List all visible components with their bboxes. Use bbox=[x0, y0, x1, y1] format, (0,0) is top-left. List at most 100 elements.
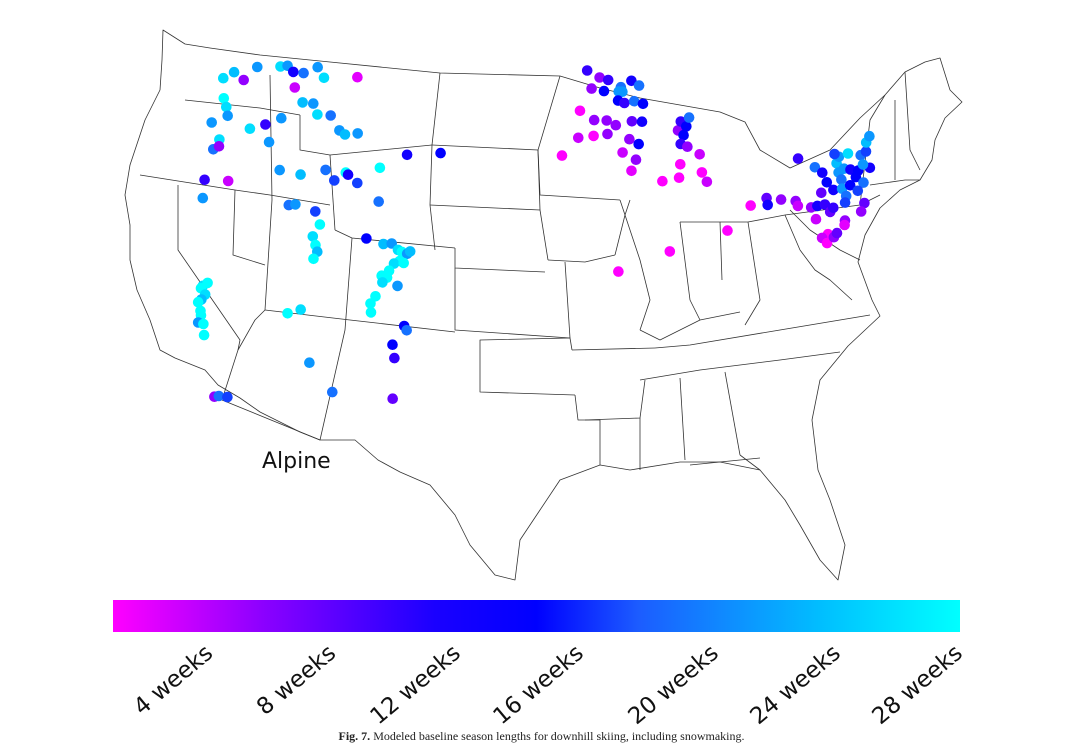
resort-dot bbox=[401, 325, 413, 336]
resort-dot bbox=[339, 129, 351, 140]
resort-dot bbox=[722, 225, 733, 236]
resort-dot bbox=[377, 277, 388, 288]
resort-dot bbox=[365, 298, 376, 309]
resort-dot bbox=[678, 129, 689, 141]
resort-dot bbox=[673, 172, 685, 183]
resort-dot bbox=[819, 199, 831, 210]
resort-dot bbox=[307, 231, 319, 242]
resort-dot bbox=[610, 119, 622, 131]
resort-dot bbox=[855, 206, 867, 217]
resort-dot bbox=[329, 175, 340, 186]
resort-dot bbox=[289, 82, 301, 93]
resort-dot bbox=[828, 184, 839, 196]
resort-dot bbox=[251, 61, 263, 73]
resort-dot bbox=[852, 185, 864, 197]
resort-dot bbox=[308, 253, 319, 265]
resort-dot bbox=[675, 159, 686, 170]
resort-dot bbox=[845, 164, 856, 175]
resort-dot bbox=[304, 357, 315, 369]
resort-dot bbox=[628, 95, 640, 107]
resort-dot bbox=[387, 339, 398, 351]
resort-dot bbox=[619, 97, 630, 109]
resort-dot bbox=[199, 174, 210, 186]
us-states-outline bbox=[124, 29, 963, 581]
resort-dot bbox=[821, 177, 833, 188]
resort-dot bbox=[762, 199, 773, 211]
resort-dot bbox=[320, 164, 331, 176]
resort-dot bbox=[864, 130, 875, 142]
resort-dot bbox=[206, 117, 217, 128]
resort-dot bbox=[314, 219, 326, 230]
resort-dot bbox=[860, 146, 872, 157]
resort-dot bbox=[401, 149, 413, 161]
resort-dot bbox=[792, 153, 804, 164]
resort-dot bbox=[238, 74, 249, 86]
resort-dot bbox=[573, 132, 584, 144]
resort-dot bbox=[694, 149, 705, 160]
resort-dot bbox=[745, 200, 756, 211]
resort-dot bbox=[657, 175, 668, 187]
resort-dot bbox=[352, 71, 363, 83]
resort-dot bbox=[392, 280, 403, 292]
resort-dot bbox=[282, 308, 293, 319]
resort-dot bbox=[696, 167, 708, 178]
resort-dot bbox=[435, 147, 446, 159]
resort-dot bbox=[342, 169, 354, 180]
resort-dot bbox=[260, 119, 271, 130]
map-label: Alpine bbox=[262, 449, 331, 474]
resort-dot bbox=[637, 98, 649, 110]
resort-dot bbox=[298, 67, 309, 79]
resort-dot bbox=[198, 329, 210, 341]
resort-dot bbox=[213, 141, 225, 152]
resort-dot bbox=[633, 138, 644, 150]
resort-dot bbox=[221, 101, 232, 113]
resort-dot bbox=[683, 112, 695, 123]
resort-dot bbox=[327, 386, 338, 398]
resort-dot bbox=[218, 93, 230, 104]
resort-dot bbox=[198, 318, 209, 330]
resort-dot bbox=[613, 266, 624, 277]
resort-dot bbox=[365, 307, 377, 318]
resort-dot bbox=[859, 197, 870, 209]
resort-dot bbox=[831, 227, 843, 239]
resort-dot bbox=[318, 72, 330, 84]
resort-dot bbox=[228, 66, 240, 78]
resort-dot bbox=[664, 246, 676, 257]
resort-dot bbox=[387, 393, 399, 405]
resort-dots bbox=[192, 60, 876, 405]
resort-dot bbox=[829, 148, 840, 160]
resort-dot bbox=[581, 65, 593, 76]
resort-dot bbox=[617, 86, 628, 97]
resort-dot bbox=[602, 74, 614, 86]
colorbar bbox=[113, 600, 960, 632]
resort-dot bbox=[836, 174, 847, 185]
resort-dot bbox=[633, 80, 645, 91]
resort-dot bbox=[310, 206, 321, 217]
resort-dot bbox=[588, 114, 600, 126]
resort-dot bbox=[574, 105, 586, 117]
resort-dot bbox=[588, 130, 599, 142]
resort-dot bbox=[602, 128, 613, 140]
resort-dot bbox=[263, 136, 275, 148]
resort-dot bbox=[810, 213, 822, 225]
resort-dot bbox=[792, 200, 804, 212]
resort-dot bbox=[192, 296, 204, 308]
resort-dot bbox=[373, 196, 385, 207]
resort-dot bbox=[828, 202, 839, 214]
resort-dot bbox=[325, 110, 337, 121]
resort-dot bbox=[312, 109, 323, 120]
resort-dot bbox=[556, 150, 568, 161]
figure-caption: Fig. 7. Modeled baseline season lengths … bbox=[0, 729, 1083, 744]
resort-dot bbox=[308, 98, 319, 109]
resort-dot bbox=[222, 391, 233, 403]
resort-dot bbox=[274, 164, 286, 176]
resort-dot bbox=[858, 177, 869, 188]
resort-dot bbox=[701, 176, 713, 188]
resort-dot bbox=[681, 121, 692, 132]
resort-dot bbox=[626, 75, 637, 87]
resort-dot bbox=[398, 257, 410, 269]
resort-dot bbox=[809, 162, 821, 173]
caption-prefix: Fig. 7. bbox=[338, 729, 371, 743]
resort-dot bbox=[276, 112, 287, 124]
